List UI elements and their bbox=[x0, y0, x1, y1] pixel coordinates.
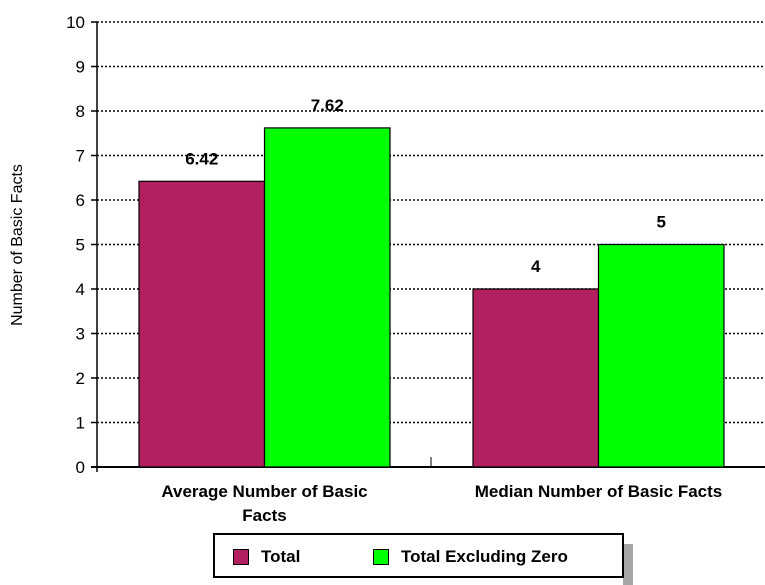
y-tick-label: 1 bbox=[76, 414, 85, 433]
bar-total-excluding-zero bbox=[263, 127, 391, 468]
category-label: Median Number of Basic Facts bbox=[475, 482, 723, 501]
category-labels: Average Number of Basic Facts Median Numbe… bbox=[161, 482, 722, 525]
bar-total bbox=[472, 288, 600, 468]
legend: Total Total Excluding Zero bbox=[213, 533, 624, 578]
data-labels: 6.42 7.62 4 5 bbox=[185, 96, 666, 276]
category-label: Average Number of Basic bbox=[161, 482, 367, 501]
legend-shadow bbox=[623, 544, 633, 585]
y-tick-label: 6 bbox=[76, 191, 85, 210]
y-tick-label: 7 bbox=[76, 147, 85, 166]
legend-swatch-total bbox=[233, 549, 249, 565]
bar-total bbox=[138, 180, 266, 468]
legend-label-total-excluding-zero: Total Excluding Zero bbox=[401, 547, 568, 566]
data-label-total-excluding-zero: 5 bbox=[657, 213, 666, 232]
y-tick-label: 0 bbox=[76, 458, 85, 477]
legend-item-total-excluding-zero: Total Excluding Zero bbox=[373, 547, 568, 567]
y-tick-label: 9 bbox=[76, 58, 85, 77]
bar-total-excluding-zero bbox=[597, 243, 725, 468]
category-label: Facts bbox=[242, 506, 286, 525]
y-tick-label: 5 bbox=[76, 236, 85, 255]
data-label-total: 6.42 bbox=[185, 149, 218, 168]
y-tick-label: 2 bbox=[76, 369, 85, 388]
data-label-total: 4 bbox=[531, 257, 541, 276]
y-tick-label: 10 bbox=[66, 13, 85, 32]
y-tick-label: 8 bbox=[76, 102, 85, 121]
bar-chart: 0 1 2 3 4 5 6 7 8 9 10 6.42 7.62 4 5 Average Number o… bbox=[9, 13, 765, 525]
y-axis-label: Number of Basic Facts bbox=[9, 164, 26, 326]
y-tick-label: 4 bbox=[76, 280, 85, 299]
legend-label-total: Total bbox=[261, 547, 301, 566]
y-tick-labels: 0 1 2 3 4 5 6 7 8 9 10 bbox=[66, 13, 85, 477]
bars bbox=[138, 127, 725, 468]
legend-item-total: Total bbox=[233, 547, 300, 567]
data-label-total-excluding-zero: 7.62 bbox=[311, 96, 344, 115]
legend-swatch-total-excluding-zero bbox=[373, 549, 389, 565]
y-tick-label: 3 bbox=[76, 325, 85, 344]
